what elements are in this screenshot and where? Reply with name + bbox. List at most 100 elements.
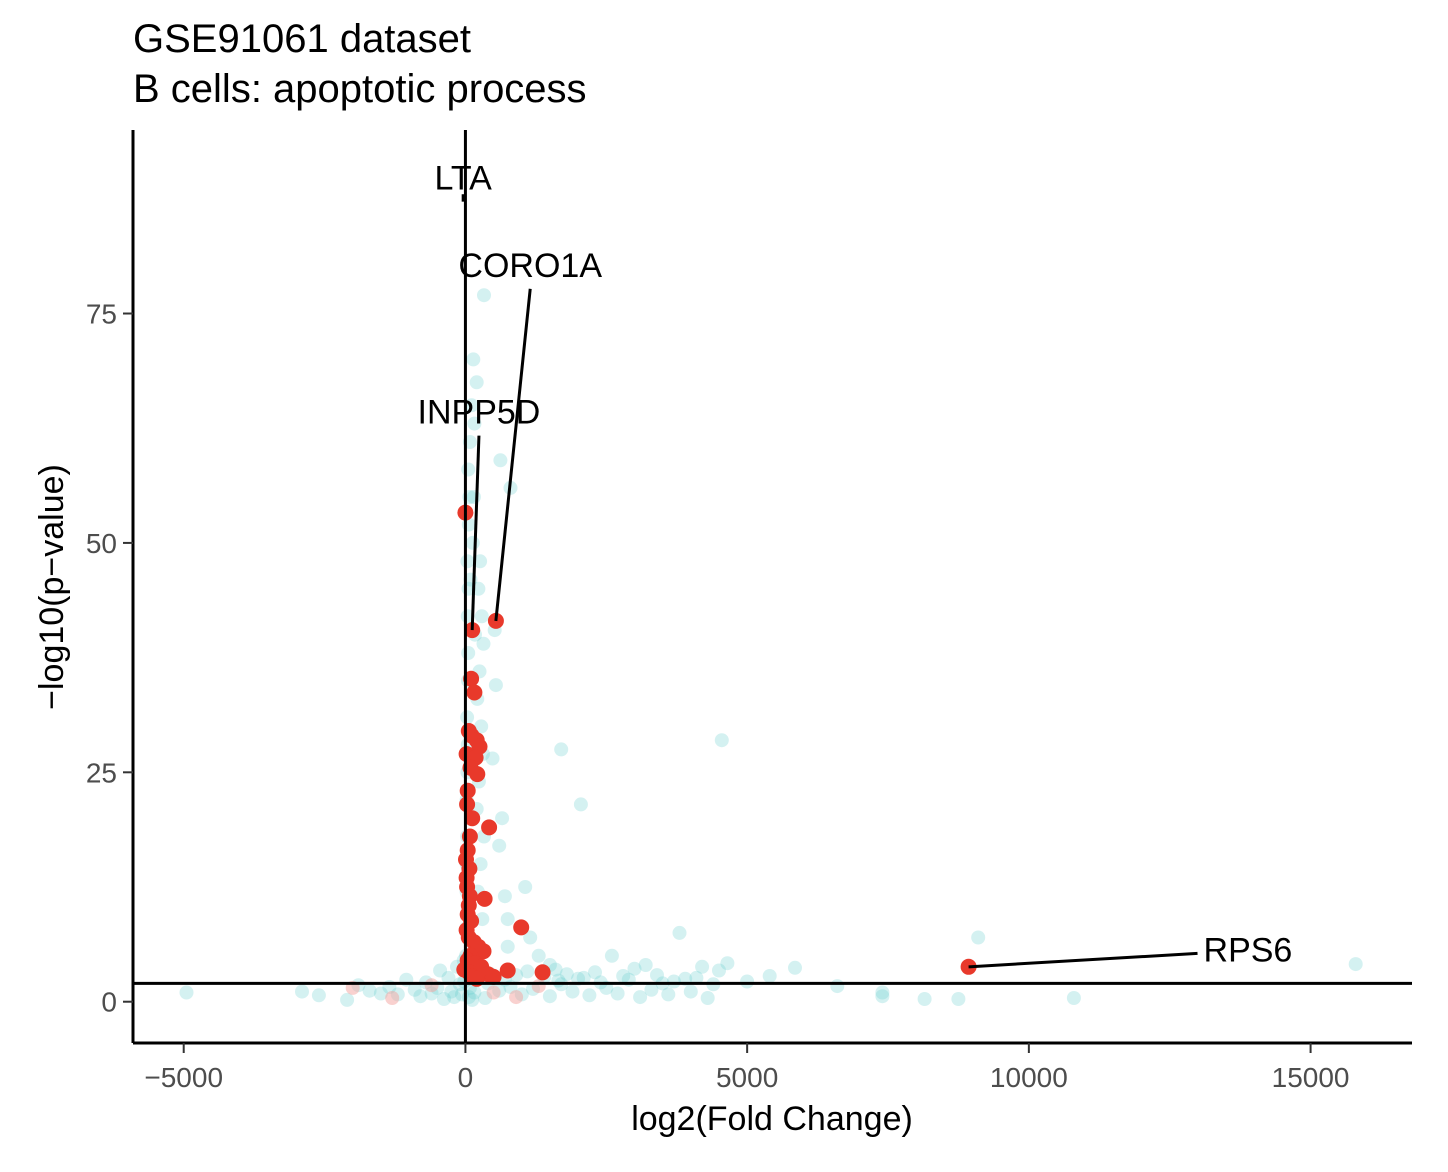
background-gene-point bbox=[788, 960, 802, 975]
chart-subtitle: B cells: apoptotic process bbox=[133, 67, 587, 111]
background-gene-point bbox=[407, 982, 422, 997]
background-gene-point bbox=[500, 939, 515, 954]
x-tick-label: 10000 bbox=[990, 1062, 1068, 1093]
background-gene-point bbox=[295, 984, 309, 999]
x-tick-label: 0 bbox=[458, 1062, 474, 1093]
background-gene-point bbox=[437, 992, 451, 1006]
y-tick-label: 75 bbox=[86, 299, 117, 330]
background-gene-point bbox=[1066, 991, 1081, 1005]
background-gene-point bbox=[447, 990, 462, 1005]
background-gene-point bbox=[633, 990, 648, 1005]
background-gene-point bbox=[467, 985, 482, 1000]
leader-line bbox=[494, 288, 532, 622]
background-gene-point bbox=[548, 962, 563, 977]
background-gene-point bbox=[362, 983, 377, 998]
y-tick-label: 25 bbox=[86, 757, 117, 788]
background-gene-point bbox=[474, 719, 489, 734]
pathway-gene-point bbox=[481, 819, 498, 836]
y-axis-title: −log10(p−value) bbox=[33, 464, 71, 710]
background-gene-point bbox=[500, 912, 515, 927]
background-gene-point bbox=[476, 636, 491, 651]
background-gene-point bbox=[610, 986, 625, 1001]
background-gene-point bbox=[466, 490, 481, 504]
background-gene-point bbox=[689, 970, 704, 985]
background-gene-point bbox=[971, 930, 986, 945]
faint-red-point bbox=[385, 991, 400, 1005]
background-gene-point bbox=[627, 961, 642, 976]
background-gene-point bbox=[672, 925, 687, 940]
faint-red-point bbox=[531, 979, 546, 994]
pathway-gene-point bbox=[513, 919, 530, 936]
y-tick-label: 0 bbox=[101, 987, 117, 1018]
x-axis-ticks: −5000 0 5000 10000 15000 bbox=[144, 1043, 1350, 1093]
background-gene-point bbox=[464, 398, 479, 413]
chart-title: GSE91061 dataset bbox=[133, 17, 471, 61]
background-gene-point bbox=[373, 986, 388, 1001]
x-tick-label: −5000 bbox=[144, 1062, 223, 1093]
pathway-genes-points bbox=[456, 504, 977, 987]
background-gene-point bbox=[714, 733, 729, 748]
background-gene-point bbox=[473, 554, 488, 569]
background-gene-point bbox=[582, 988, 597, 1003]
background-gene-point bbox=[461, 462, 476, 477]
pathway-gene-point bbox=[464, 810, 481, 827]
background-genes-points bbox=[179, 288, 1363, 1007]
gene-annotations: LTA CORO1A INPP5D RPS6 bbox=[418, 160, 1293, 970]
background-gene-point bbox=[474, 609, 489, 624]
pathway-gene-point bbox=[485, 968, 502, 985]
background-gene-point bbox=[638, 958, 653, 972]
pathway-gene-point bbox=[534, 964, 551, 981]
background-gene-point bbox=[433, 963, 448, 978]
background-gene-point bbox=[554, 742, 569, 757]
background-gene-point bbox=[830, 979, 845, 994]
background-gene-point bbox=[179, 985, 194, 1000]
x-axis-title: log2(Fold Change) bbox=[631, 1100, 913, 1138]
background-gene-point bbox=[917, 992, 932, 1006]
background-gene-point bbox=[461, 646, 476, 660]
background-gene-point bbox=[588, 965, 602, 980]
background-gene-point bbox=[465, 992, 480, 1007]
background-gene-point bbox=[644, 982, 659, 997]
background-gene-point bbox=[951, 992, 966, 1006]
pathway-gene-point bbox=[464, 622, 481, 639]
background-gene-point bbox=[712, 963, 726, 978]
background-gene-point bbox=[875, 985, 890, 1000]
background-gene-point bbox=[340, 992, 355, 1007]
pathway-gene-point bbox=[476, 890, 493, 907]
background-gene-point bbox=[542, 989, 557, 1004]
gene-label-lta: LTA bbox=[435, 160, 493, 198]
background-gene-point bbox=[616, 969, 631, 983]
x-tick-label: 5000 bbox=[716, 1062, 778, 1093]
background-gene-point bbox=[740, 974, 755, 989]
gene-label-coro1a: CORO1A bbox=[458, 247, 602, 285]
background-gene-point bbox=[523, 930, 538, 945]
background-gene-point bbox=[551, 973, 566, 988]
background-gene-point bbox=[460, 710, 475, 725]
background-gene-point bbox=[700, 991, 715, 1005]
background-gene-point bbox=[477, 288, 491, 303]
faint-red-point bbox=[424, 978, 439, 993]
background-gene-point bbox=[650, 968, 664, 983]
background-gene-point bbox=[695, 959, 710, 974]
background-gene-point bbox=[311, 988, 326, 1003]
leader-line bbox=[968, 951, 1198, 969]
y-axis-ticks: 0 25 50 75 bbox=[86, 299, 133, 1018]
background-gene-point bbox=[683, 984, 698, 999]
background-gene-point bbox=[875, 989, 890, 1004]
pathway-gene-point bbox=[463, 670, 480, 687]
faint-red-point bbox=[509, 990, 524, 1005]
background-gene-point bbox=[467, 416, 482, 431]
pathway-gene-point bbox=[459, 782, 476, 799]
background-gene-point bbox=[720, 956, 735, 971]
background-gene-point bbox=[559, 967, 574, 982]
background-gene-point bbox=[466, 352, 481, 367]
background-gene-point bbox=[661, 987, 676, 1002]
background-gene-point bbox=[497, 889, 512, 904]
annotation-leader-lines bbox=[461, 194, 1198, 969]
gene-label-rps6: RPS6 bbox=[1204, 931, 1293, 969]
background-gene-point bbox=[413, 989, 428, 1004]
background-gene-point bbox=[488, 678, 503, 693]
background-gene-point bbox=[493, 453, 508, 468]
leader-line bbox=[470, 435, 481, 631]
